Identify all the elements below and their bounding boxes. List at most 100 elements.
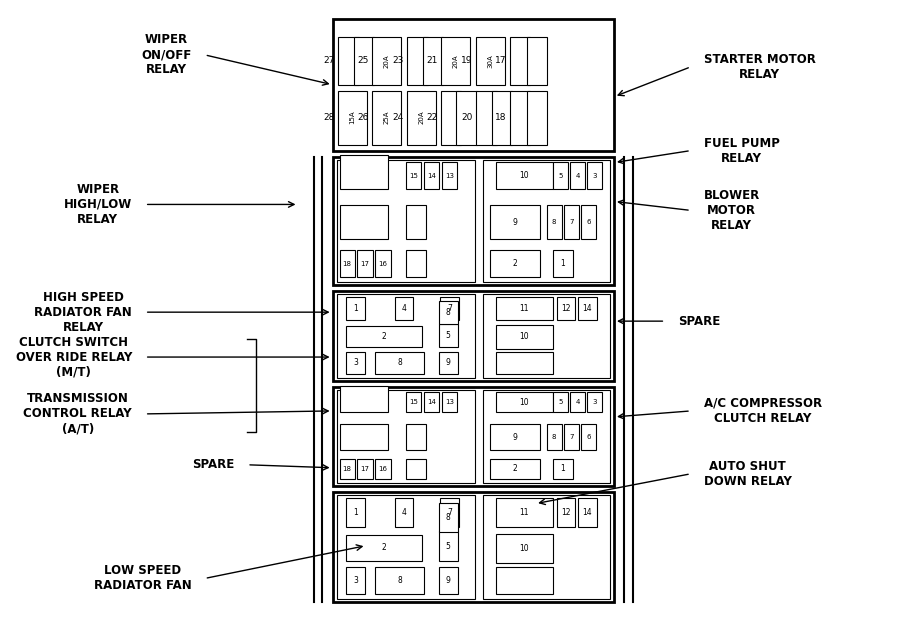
FancyBboxPatch shape — [346, 567, 365, 594]
Text: 13: 13 — [445, 173, 454, 179]
FancyBboxPatch shape — [346, 534, 422, 561]
FancyBboxPatch shape — [332, 291, 614, 381]
Text: 5: 5 — [558, 399, 562, 405]
FancyBboxPatch shape — [406, 425, 426, 450]
FancyBboxPatch shape — [339, 250, 355, 277]
Text: 21: 21 — [426, 56, 437, 66]
Text: 5: 5 — [446, 331, 451, 340]
FancyBboxPatch shape — [510, 37, 530, 85]
Text: 14: 14 — [427, 399, 436, 405]
FancyBboxPatch shape — [496, 325, 553, 348]
Text: 20: 20 — [462, 113, 472, 122]
FancyBboxPatch shape — [339, 425, 388, 450]
FancyBboxPatch shape — [580, 205, 596, 239]
FancyBboxPatch shape — [546, 425, 562, 450]
Text: 6: 6 — [586, 434, 590, 440]
Text: 10: 10 — [519, 398, 529, 406]
Text: 15A: 15A — [349, 111, 356, 125]
FancyBboxPatch shape — [338, 37, 358, 85]
FancyBboxPatch shape — [375, 250, 391, 277]
FancyBboxPatch shape — [346, 297, 365, 320]
FancyBboxPatch shape — [563, 425, 579, 450]
Text: 26: 26 — [357, 113, 368, 122]
Text: 22: 22 — [427, 113, 437, 122]
FancyBboxPatch shape — [490, 459, 540, 479]
FancyBboxPatch shape — [339, 205, 388, 239]
FancyBboxPatch shape — [563, 205, 579, 239]
Text: 18: 18 — [343, 466, 352, 472]
Text: 11: 11 — [519, 304, 529, 313]
FancyBboxPatch shape — [490, 250, 540, 277]
Text: 1: 1 — [561, 464, 565, 473]
Text: AUTO SHUT
DOWN RELAY: AUTO SHUT DOWN RELAY — [704, 460, 792, 488]
FancyBboxPatch shape — [357, 250, 373, 277]
FancyBboxPatch shape — [337, 160, 474, 282]
Text: 12: 12 — [562, 508, 571, 517]
FancyBboxPatch shape — [570, 392, 585, 412]
Text: LOW SPEED
RADIATOR FAN: LOW SPEED RADIATOR FAN — [94, 564, 192, 592]
FancyBboxPatch shape — [354, 37, 374, 85]
FancyBboxPatch shape — [496, 392, 553, 412]
Text: 25: 25 — [357, 56, 368, 66]
FancyBboxPatch shape — [476, 37, 505, 85]
FancyBboxPatch shape — [332, 157, 614, 285]
Text: 14: 14 — [582, 304, 592, 313]
FancyBboxPatch shape — [546, 205, 562, 239]
Text: A/C COMPRESSOR
CLUTCH RELAY: A/C COMPRESSOR CLUTCH RELAY — [704, 397, 822, 425]
FancyBboxPatch shape — [580, 425, 596, 450]
Text: 16: 16 — [379, 261, 388, 266]
FancyBboxPatch shape — [339, 386, 388, 412]
Text: 8: 8 — [446, 308, 451, 318]
Text: 9: 9 — [512, 217, 517, 227]
Text: 4: 4 — [401, 304, 407, 313]
Text: 8: 8 — [397, 358, 402, 367]
FancyBboxPatch shape — [406, 162, 421, 189]
FancyBboxPatch shape — [496, 498, 553, 527]
FancyBboxPatch shape — [406, 205, 426, 239]
FancyBboxPatch shape — [490, 425, 540, 450]
Text: 15: 15 — [409, 399, 418, 405]
Text: 3: 3 — [354, 358, 358, 367]
FancyBboxPatch shape — [441, 91, 462, 145]
FancyBboxPatch shape — [395, 297, 413, 320]
FancyBboxPatch shape — [483, 495, 610, 599]
Text: 9: 9 — [446, 576, 451, 585]
FancyBboxPatch shape — [510, 91, 530, 145]
Text: 10: 10 — [519, 333, 529, 341]
FancyBboxPatch shape — [439, 324, 457, 347]
Text: STARTER MOTOR
RELAY: STARTER MOTOR RELAY — [704, 53, 815, 81]
Text: 16: 16 — [379, 466, 388, 472]
FancyBboxPatch shape — [491, 91, 512, 145]
Text: 7: 7 — [447, 508, 452, 517]
FancyBboxPatch shape — [406, 250, 426, 277]
FancyBboxPatch shape — [496, 297, 553, 320]
Text: 10: 10 — [519, 544, 529, 553]
FancyBboxPatch shape — [332, 492, 614, 602]
FancyBboxPatch shape — [338, 91, 367, 145]
FancyBboxPatch shape — [407, 37, 428, 85]
Text: 25A: 25A — [383, 111, 390, 124]
Text: 17: 17 — [495, 56, 507, 66]
FancyBboxPatch shape — [406, 459, 426, 479]
FancyBboxPatch shape — [578, 297, 597, 320]
Text: 2: 2 — [512, 464, 517, 473]
Text: CLUTCH SWITCH
OVER RIDE RELAY
(M/T): CLUTCH SWITCH OVER RIDE RELAY (M/T) — [15, 336, 132, 379]
FancyBboxPatch shape — [578, 498, 597, 527]
Text: 8: 8 — [552, 434, 556, 440]
FancyBboxPatch shape — [375, 352, 424, 374]
FancyBboxPatch shape — [483, 160, 610, 282]
FancyBboxPatch shape — [456, 91, 477, 145]
FancyBboxPatch shape — [553, 250, 572, 277]
Text: FUEL PUMP
RELAY: FUEL PUMP RELAY — [704, 137, 779, 164]
FancyBboxPatch shape — [332, 19, 614, 151]
FancyBboxPatch shape — [587, 162, 602, 189]
FancyBboxPatch shape — [496, 567, 553, 594]
FancyBboxPatch shape — [372, 91, 400, 145]
FancyBboxPatch shape — [557, 498, 575, 527]
FancyBboxPatch shape — [496, 534, 553, 563]
FancyBboxPatch shape — [332, 387, 614, 486]
Text: 9: 9 — [512, 433, 517, 442]
FancyBboxPatch shape — [557, 297, 575, 320]
FancyBboxPatch shape — [424, 162, 439, 189]
FancyBboxPatch shape — [339, 155, 388, 189]
